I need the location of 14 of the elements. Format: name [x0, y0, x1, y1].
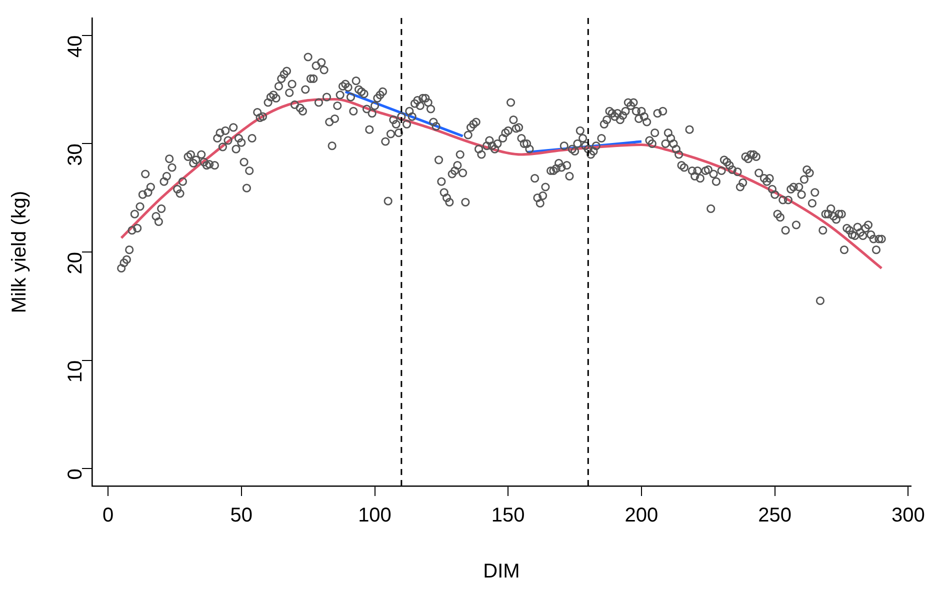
- y-tick-label: 10: [64, 360, 87, 383]
- y-tick-label: 40: [64, 35, 87, 58]
- x-tick-label: 0: [102, 504, 114, 527]
- y-tick-label: 20: [64, 252, 87, 274]
- x-tick-label: 200: [624, 504, 658, 527]
- x-tick-label: 50: [230, 504, 253, 527]
- y-tick-label: 0: [64, 468, 87, 480]
- x-tick-label: 250: [758, 504, 792, 527]
- y-tick-label: 30: [64, 144, 87, 166]
- x-tick-label: 300: [892, 504, 925, 527]
- y-axis-title: Milk yield (kg): [8, 190, 31, 314]
- x-tick-label: 150: [491, 504, 525, 527]
- x-axis-title: DIM: [483, 560, 520, 583]
- x-tick-label: 100: [358, 504, 392, 527]
